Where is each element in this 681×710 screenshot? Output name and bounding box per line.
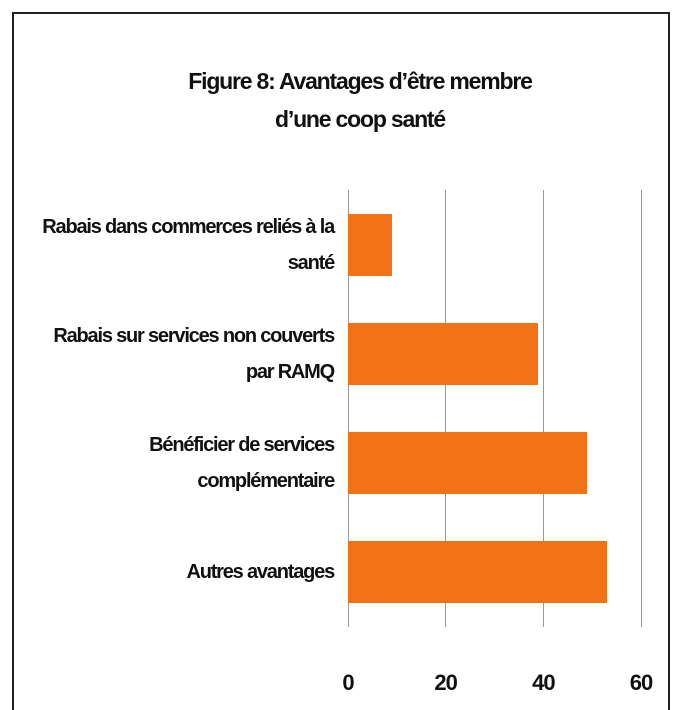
bar [348, 322, 539, 385]
x-tick-label: 60 [629, 670, 653, 695]
grid-line [542, 190, 544, 627]
bar [348, 432, 588, 495]
grid-line [640, 190, 642, 627]
y-tick-label: Autres avantages [186, 561, 335, 584]
bar [348, 541, 607, 604]
bar [348, 213, 392, 276]
x-tick-label: 40 [532, 670, 555, 695]
frame [12, 12, 670, 710]
y-tick-label: Bénéficier de services complémentaire [149, 434, 335, 493]
x-tick-label: 20 [434, 670, 457, 695]
grid-line [445, 190, 447, 627]
y-tick-label: Rabais sur services non couverts par RAM… [53, 324, 335, 383]
chart-title: Figure 8: Avantages d’être membre d’une … [188, 68, 533, 132]
x-tick-label: 0 [342, 670, 354, 695]
y-tick-label: Rabais dans commerces reliés à la santé [42, 215, 335, 274]
grid-line [347, 190, 349, 627]
